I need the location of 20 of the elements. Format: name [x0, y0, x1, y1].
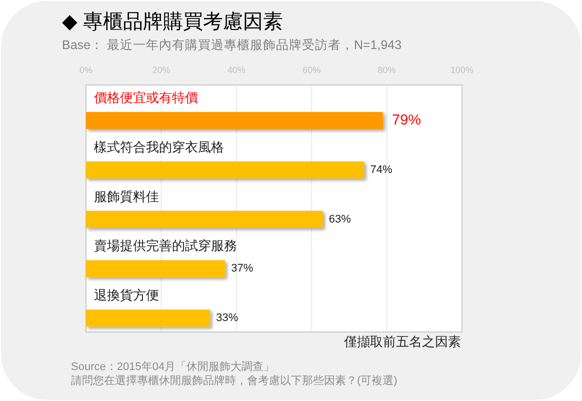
bar: [86, 161, 364, 178]
data-label: 33%: [216, 312, 238, 324]
chart-title: ◆ 專櫃品牌購買考慮因素: [62, 11, 283, 33]
data-label: 74%: [370, 164, 392, 176]
text: 請問您在選擇專櫃休閒服飾品牌時，會考慮以下那些因素？(可複選): [71, 374, 398, 387]
data-label: 37%: [231, 262, 254, 275]
bar: [86, 310, 210, 327]
bar: [86, 260, 226, 278]
y-tick-label: 樣式符合我的穿衣風格: [94, 139, 224, 154]
bar: [86, 112, 384, 129]
data-label: 63%: [328, 213, 352, 226]
bar: [86, 210, 323, 228]
y-tick-label: 服飾質料佳: [94, 188, 159, 204]
y-tick-label: 退換貨方便: [94, 288, 159, 303]
text: 僅擷取前五名之因素: [343, 334, 461, 349]
y-tick-label: 價格便宜或有特價: [94, 90, 198, 105]
chart-subtitle: Base： 最近一年內有購買過專櫃服飾品牌受訪者，N=1,943: [62, 38, 402, 52]
y-tick-label: 賣場提供完善的試穿服務: [94, 238, 237, 254]
source-note: Source：2015年04月「休閒服飾大調查」: [71, 360, 275, 373]
data-label: 79%: [392, 112, 422, 128]
